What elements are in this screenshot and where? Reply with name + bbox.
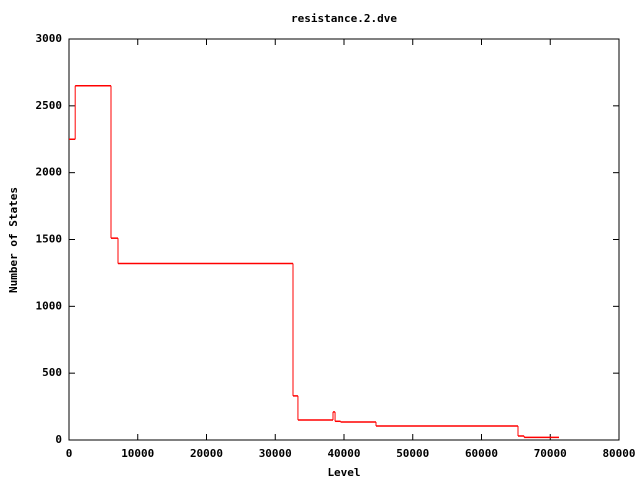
x-tick-label: 40000 (327, 447, 360, 460)
y-tick-label: 2500 (36, 99, 63, 112)
y-tick-label: 500 (42, 366, 62, 379)
x-tick-label: 30000 (259, 447, 292, 460)
x-tick-label: 0 (66, 447, 73, 460)
y-tick-label: 3000 (36, 32, 63, 45)
chart-title: resistance.2.dve (291, 12, 397, 25)
x-tick-label: 60000 (465, 447, 498, 460)
x-axis-label: Level (327, 466, 360, 479)
x-tick-label: 80000 (602, 447, 635, 460)
x-tick-label: 50000 (396, 447, 429, 460)
y-tick-label: 1500 (36, 233, 63, 246)
y-tick-label: 1000 (36, 299, 63, 312)
y-tick-label: 0 (55, 433, 62, 446)
x-tick-label: 10000 (121, 447, 154, 460)
x-tick-label: 20000 (190, 447, 223, 460)
y-axis-label: Number of States (7, 187, 20, 293)
x-tick-label: 70000 (534, 447, 567, 460)
y-tick-label: 2000 (36, 166, 63, 179)
